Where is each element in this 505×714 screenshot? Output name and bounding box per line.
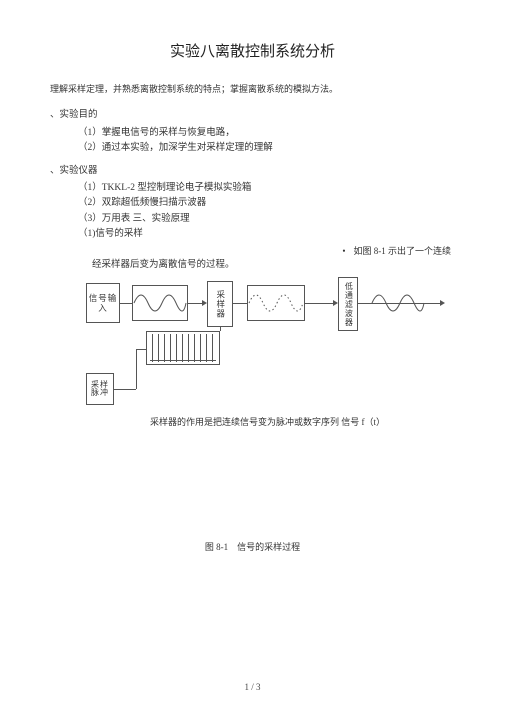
section2-item-4: （1)信号的采样 — [78, 227, 455, 242]
box-sampler: 采样器 — [207, 281, 233, 327]
box-filter: 低通滤波器 — [338, 277, 358, 331]
figure-caption: 图 8-1 信号的采样过程 — [50, 540, 455, 554]
waveform-continuous — [132, 285, 188, 321]
section1-item-2: （2）通过本实验，加深学生对采样定理的理解 — [78, 141, 455, 156]
section2-item-1: （1）TKKL-2 型控制理论电子模拟实验箱 — [78, 181, 455, 196]
section2-item-2: （2）双踪超低频慢扫描示波器 — [78, 196, 455, 211]
page-number: 1 / 3 — [0, 680, 505, 694]
box-signal-input: 信号输入 — [86, 283, 120, 323]
section2-heading: 、实验仪器 — [50, 164, 455, 179]
diagram-side-note: •如图 8-1 示出了一个连续 — [342, 244, 451, 258]
diagram-side-note-text: 如图 8-1 示出了一个连续 — [354, 246, 452, 256]
page-title: 实验八离散控制系统分析 — [50, 40, 455, 64]
waveform-sampled — [247, 285, 305, 321]
intro-text: 理解采样定理，并熟悉离散控制系统的特点；掌握离散系统的模拟方法。 — [50, 82, 455, 96]
box-sample-pulse: 采样脉冲 — [86, 373, 114, 405]
section1-item-1: （1）掌握电信号的采样与恢复电路， — [78, 126, 455, 141]
section2-item-3: （3）万用表 三、实验原理 — [78, 212, 455, 227]
sampler-description: 采样器的作用是把连续信号变为脉冲或数字序列 信号 f（t） — [150, 415, 455, 429]
section1-heading: 、实验目的 — [50, 108, 455, 123]
diagram-note: 经采样器后变为离散信号的过程。 — [92, 258, 455, 273]
sampling-diagram: 信号输入 采样器 低通滤波器 采样脉冲 — [86, 277, 446, 407]
